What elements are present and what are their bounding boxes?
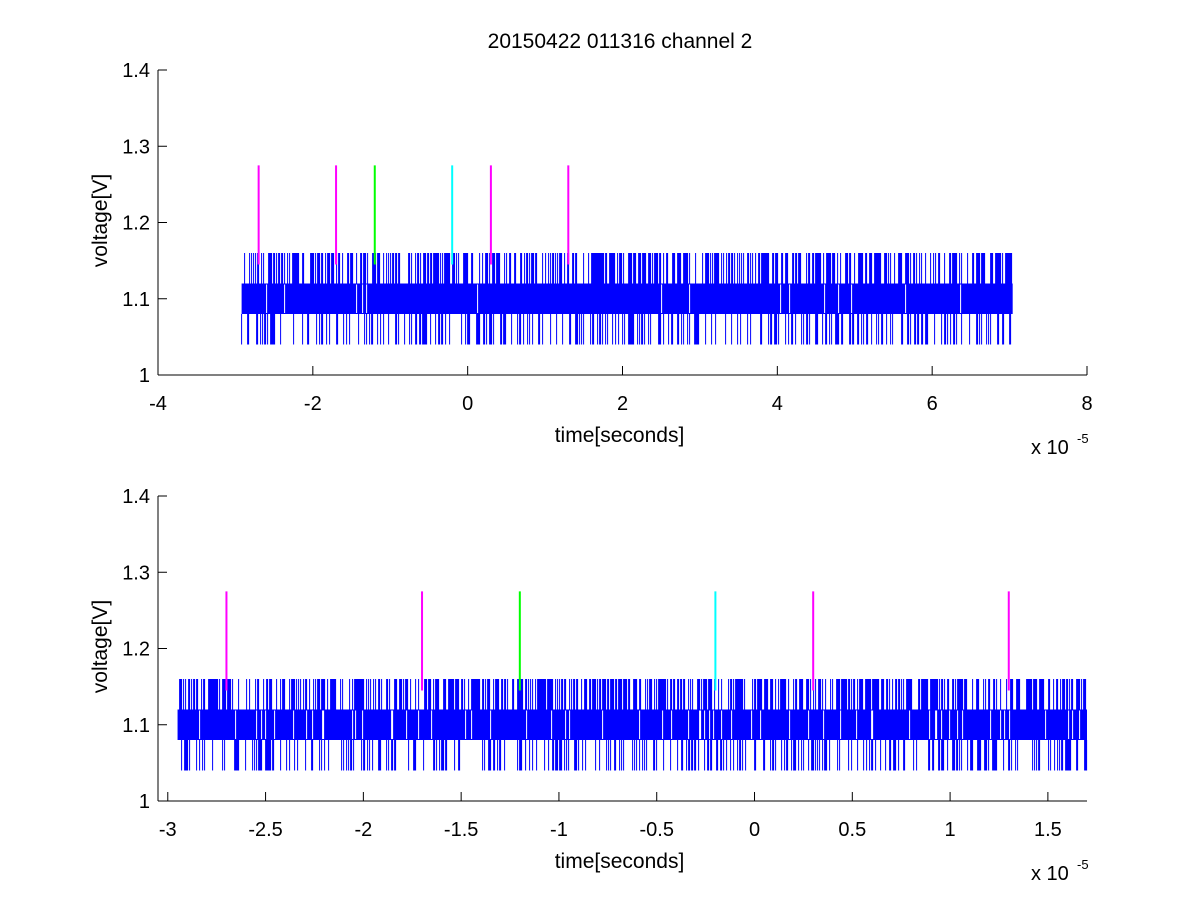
x-axis-label: time[seconds] <box>555 424 685 447</box>
bottom-axes: 1 1.1 1.2 1.3 1.4 -3 -2.5 -2 -1.5 -1 -0.5 0 0.5 1 1.5 t… <box>89 486 1089 885</box>
x-tick-label: 0.5 <box>838 819 866 841</box>
x-tick-label: 6 <box>927 393 938 415</box>
y-tick-label: 1.3 <box>122 562 150 584</box>
x-exponent-value: -5 <box>1077 857 1089 872</box>
y-axis-label: voltage[V] <box>89 174 112 267</box>
figure-title: 20150422 011316 channel 2 <box>488 30 753 53</box>
signal-gaps <box>266 284 962 313</box>
signal-gaps <box>199 710 1081 739</box>
x-tick-label: 4 <box>772 393 783 415</box>
x-tick-label: -1 <box>550 819 568 841</box>
y-tick-label: 1.4 <box>122 60 150 82</box>
y-tick-label: 1 <box>139 365 150 387</box>
y-axis-label: voltage[V] <box>89 600 112 693</box>
y-tick-label: 1.4 <box>122 486 150 508</box>
y-tick-label: 1.2 <box>122 639 150 661</box>
top-axes: 1 1.1 1.2 1.3 1.4 -4 -2 0 2 4 6 8 time[seconds] volta… <box>89 60 1093 459</box>
x-tick-label: -4 <box>149 393 167 415</box>
x-tick-label: 1.5 <box>1034 819 1062 841</box>
x-tick-label: -2 <box>354 819 372 841</box>
x-tick-label: 0 <box>749 819 760 841</box>
x-tick-label: -2.5 <box>248 819 282 841</box>
y-tick-label: 1.1 <box>122 715 150 737</box>
y-tick-label: 1.3 <box>122 136 150 158</box>
x-tick-label: -2 <box>304 393 322 415</box>
x-tick-label: -0.5 <box>639 819 673 841</box>
x-exponent-label: x 10 <box>1031 863 1069 885</box>
x-exponent-value: -5 <box>1077 431 1089 446</box>
y-tick-label: 1.1 <box>122 289 150 311</box>
x-exponent-label: x 10 <box>1031 437 1069 459</box>
y-tick-label: 1 <box>139 791 150 813</box>
x-tick-label: 1 <box>945 819 956 841</box>
x-tick-label: -3 <box>159 819 177 841</box>
signal-spikes <box>241 253 1013 345</box>
x-tick-label: 2 <box>617 393 628 415</box>
signal-band <box>241 283 1013 314</box>
x-tick-label: 0 <box>462 393 473 415</box>
x-axis-label: time[seconds] <box>555 850 685 873</box>
y-tick-label: 1.2 <box>122 213 150 235</box>
signal-spikes <box>179 679 1088 771</box>
x-tick-label: 8 <box>1081 393 1092 415</box>
x-tick-label: -1.5 <box>444 819 478 841</box>
signal-band <box>177 709 1088 740</box>
